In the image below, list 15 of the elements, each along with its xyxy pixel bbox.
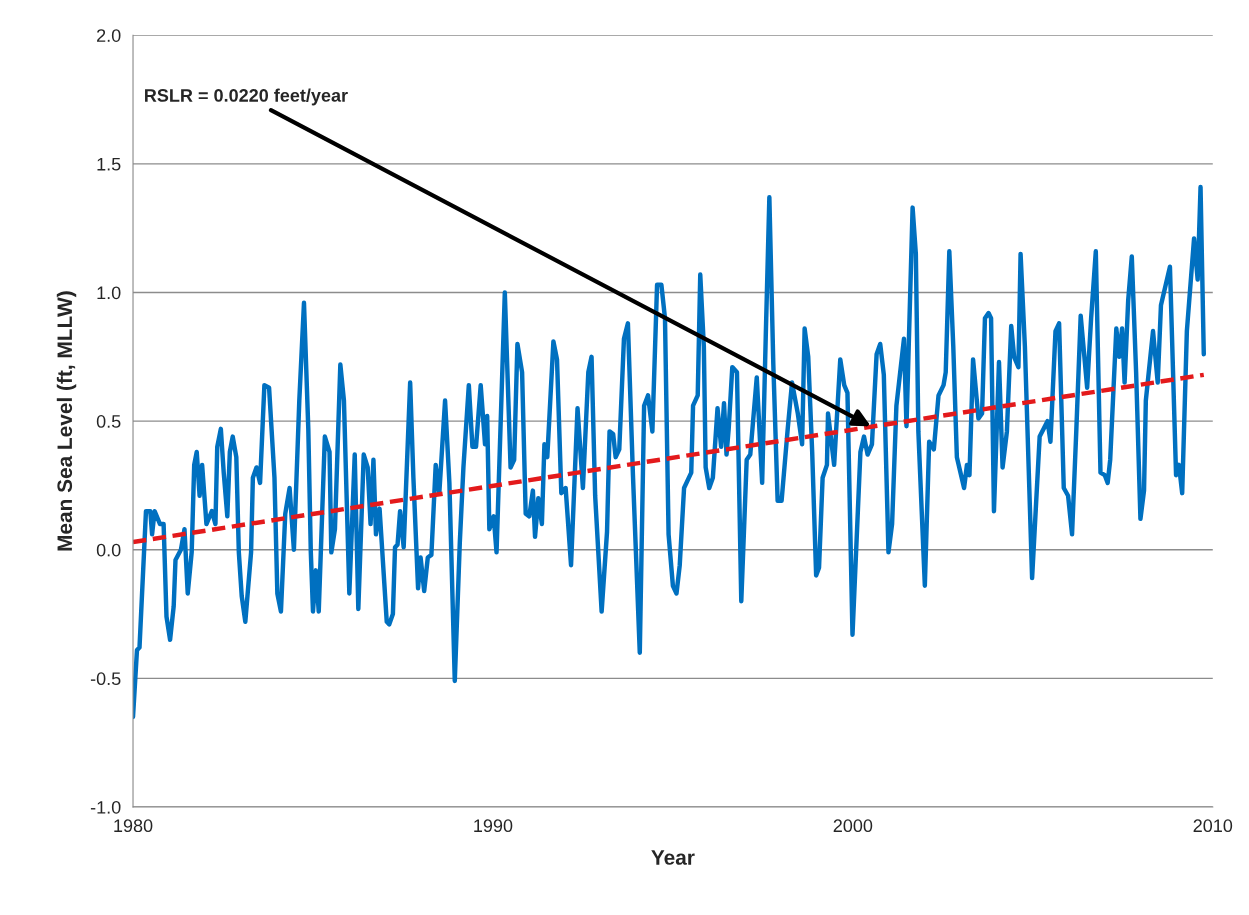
x-axis-title: Year xyxy=(651,850,695,865)
annotation: RSLR = 0.0220 feet/year xyxy=(145,88,348,106)
x-tick-label: 1980 xyxy=(114,819,153,833)
y-axis-title: Mean Sea Level (ft, MLLW) xyxy=(56,291,77,551)
y-tick-label: 0.0 xyxy=(96,543,121,557)
y-tick-label: 2.0 xyxy=(97,29,121,42)
x-tick-label: 2000 xyxy=(833,819,873,833)
x-tick-label: 1990 xyxy=(474,819,513,833)
line-series xyxy=(133,184,1206,720)
y-tick-label: 0.5 xyxy=(96,415,121,428)
y-tick-label: -0.5 xyxy=(90,672,121,686)
y-tick-label: 1.0 xyxy=(97,286,121,300)
y-tick-label: 1.5 xyxy=(97,157,121,171)
y-tick-label: -1.0 xyxy=(90,800,121,814)
x-tick-label: 2010 xyxy=(1193,819,1233,833)
